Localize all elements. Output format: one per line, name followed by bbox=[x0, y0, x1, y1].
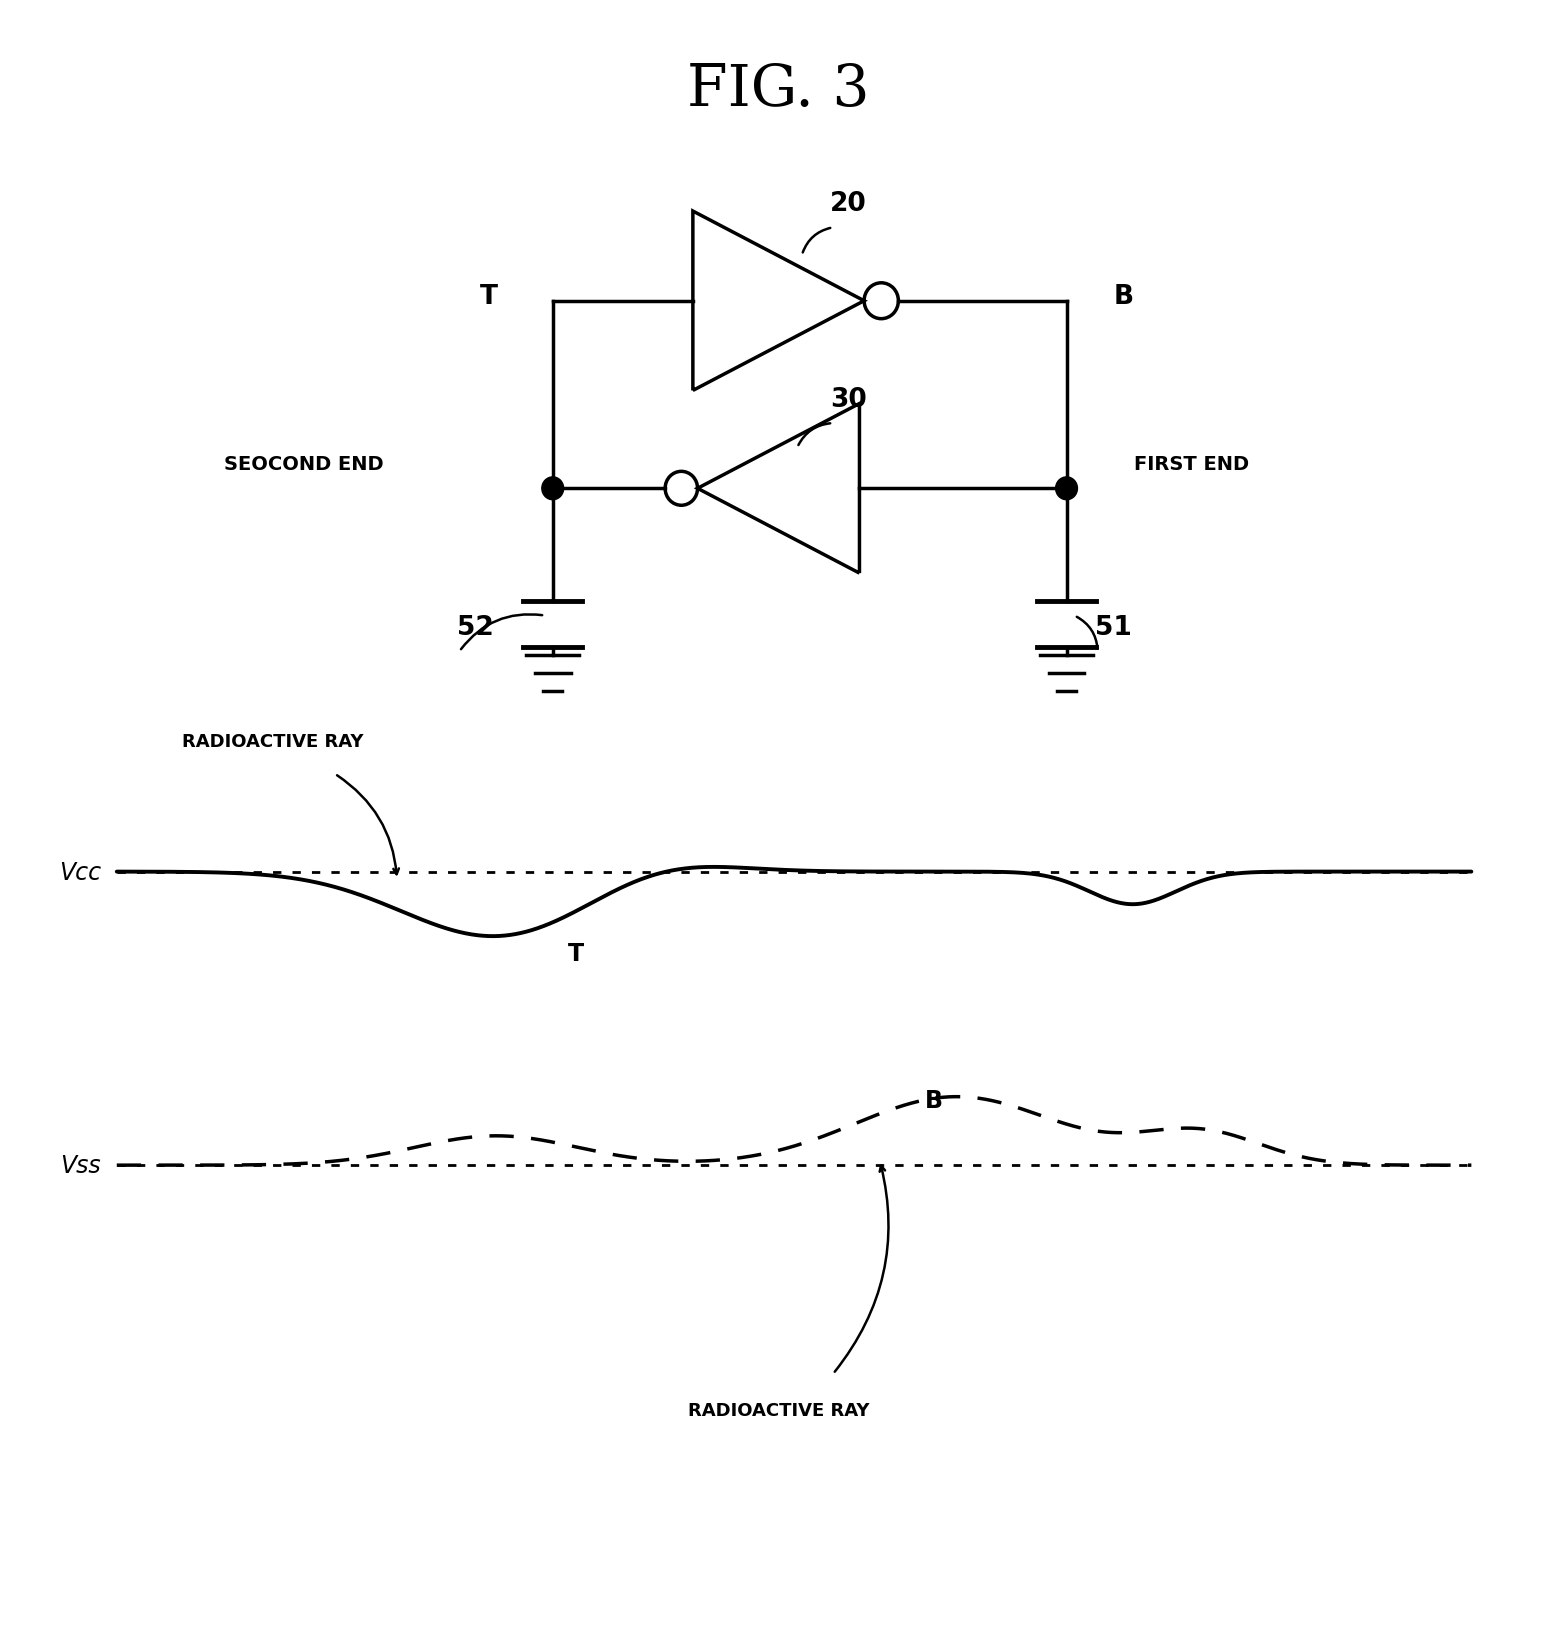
Text: FIG. 3: FIG. 3 bbox=[687, 62, 870, 117]
Text: 30: 30 bbox=[830, 386, 867, 412]
Text: B: B bbox=[1113, 284, 1133, 310]
Text: T: T bbox=[480, 284, 498, 310]
Text: FIRST END: FIRST END bbox=[1133, 455, 1249, 474]
Text: Vss: Vss bbox=[61, 1154, 101, 1177]
Text: T: T bbox=[568, 942, 584, 965]
Text: RADIOACTIVE RAY: RADIOACTIVE RAY bbox=[182, 732, 363, 751]
Text: 20: 20 bbox=[830, 191, 867, 217]
Circle shape bbox=[542, 478, 564, 500]
Text: SEOCOND END: SEOCOND END bbox=[224, 455, 383, 474]
Text: RADIOACTIVE RAY: RADIOACTIVE RAY bbox=[688, 1400, 869, 1420]
Text: 51: 51 bbox=[1095, 615, 1132, 641]
Text: B: B bbox=[925, 1089, 944, 1112]
Circle shape bbox=[1056, 478, 1077, 500]
Text: Vcc: Vcc bbox=[59, 861, 101, 883]
Text: 52: 52 bbox=[456, 615, 494, 641]
